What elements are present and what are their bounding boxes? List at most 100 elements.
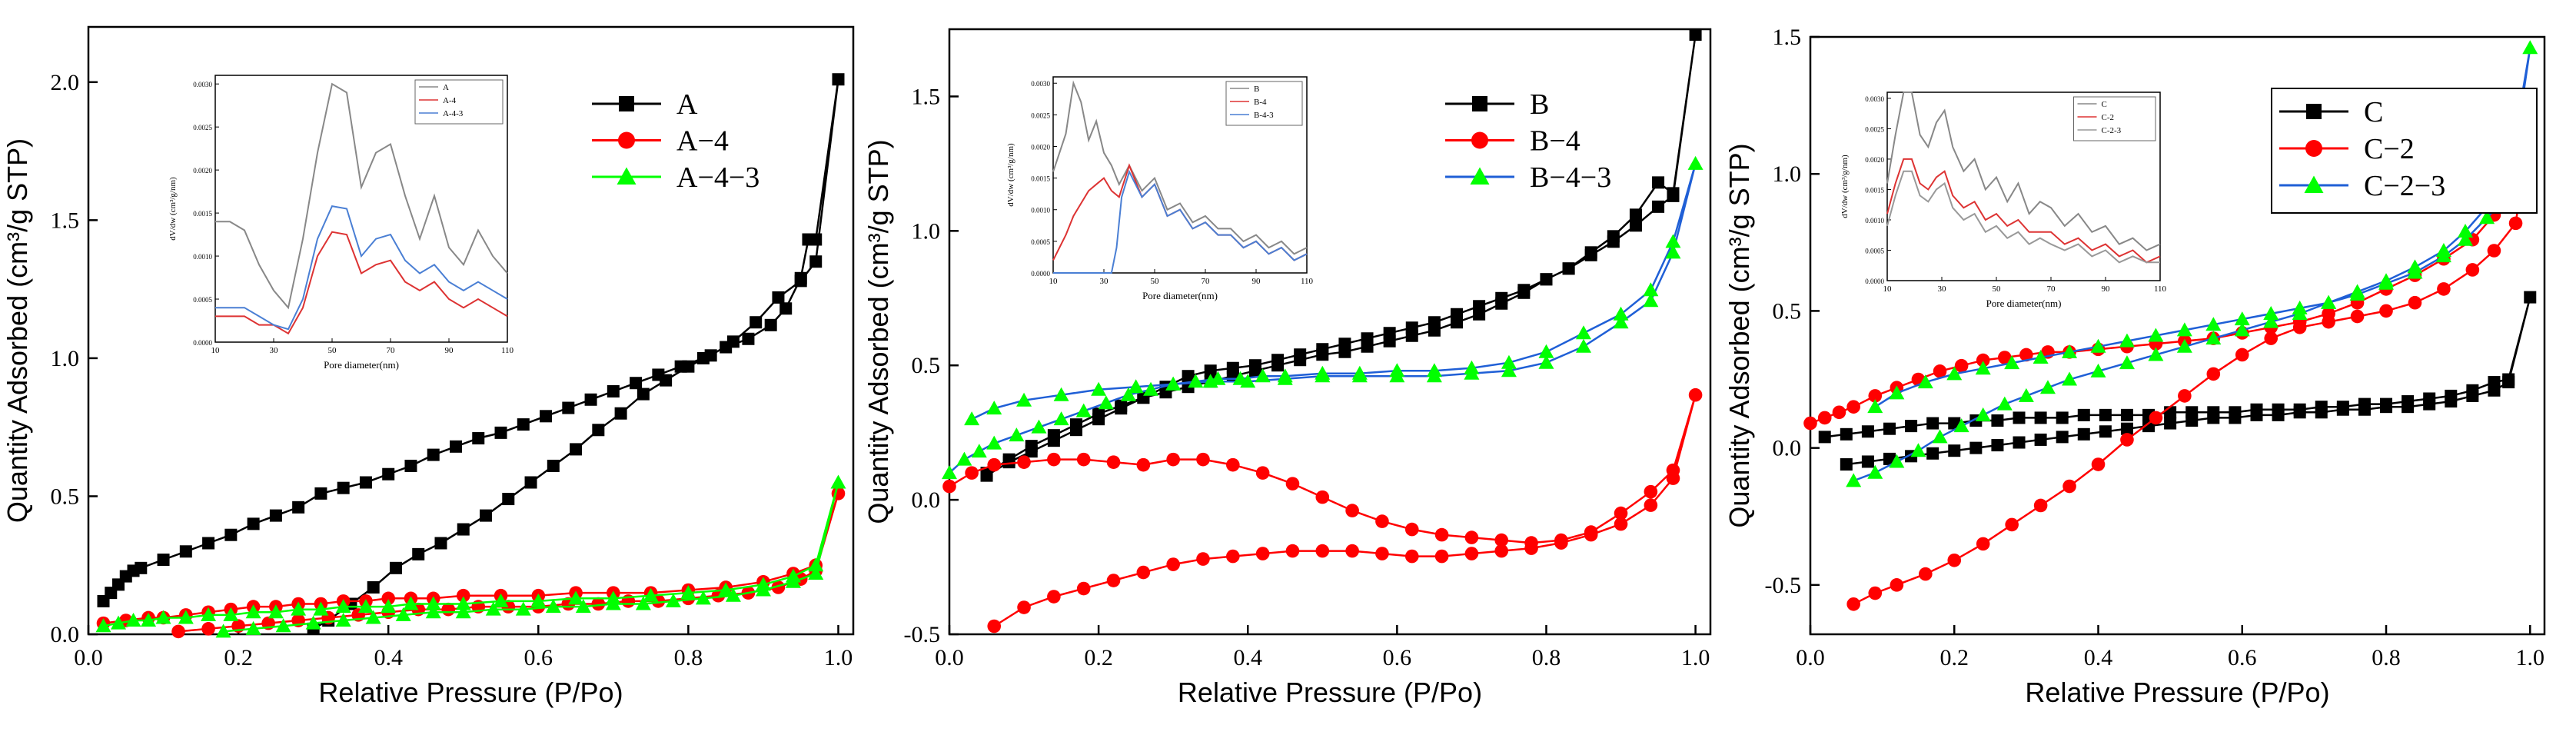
inset-y-tick-label: 0.0030 <box>1031 80 1050 88</box>
data-point <box>635 596 651 610</box>
data-point <box>2077 427 2090 441</box>
data-point <box>1889 454 1905 468</box>
data-point <box>755 582 771 597</box>
data-point <box>1883 422 1896 435</box>
data-point <box>2465 263 2480 277</box>
x-tick-label: 0.8 <box>1532 645 1561 670</box>
data-point <box>2148 347 2164 361</box>
data-point <box>1285 477 1300 491</box>
data-point <box>1613 314 1629 329</box>
data-point <box>1106 574 1121 587</box>
data-point <box>1120 387 1136 401</box>
data-point <box>785 574 801 588</box>
y-tick-label: 1.0 <box>1773 161 1802 187</box>
data-point <box>1997 351 2012 364</box>
data-point <box>1614 517 1628 531</box>
data-point <box>1652 176 1665 189</box>
data-point <box>1846 473 1862 487</box>
data-point <box>1351 368 1368 383</box>
data-point <box>1652 200 1665 213</box>
data-point <box>1165 376 1182 391</box>
data-point <box>2401 401 2415 414</box>
data-point <box>1926 447 1939 460</box>
data-point <box>2091 457 2106 471</box>
data-point <box>1271 359 1285 372</box>
data-point <box>1861 455 1874 468</box>
data-point <box>1248 364 1261 377</box>
data-point <box>2005 517 2019 532</box>
data-point <box>517 418 530 431</box>
inset-x-tick-label: 90 <box>1252 277 1261 286</box>
data-point <box>1428 324 1441 337</box>
data-point <box>1070 418 1082 431</box>
data-point <box>141 613 157 627</box>
data-point <box>1953 418 1969 433</box>
legend-label: C−2−3 <box>2364 170 2445 202</box>
data-point <box>2034 433 2047 446</box>
inset-series-line-B <box>1052 80 1308 255</box>
data-point <box>1434 549 1449 564</box>
inset-x-tick-label: 30 <box>1938 284 1947 294</box>
legend: B B−4B−4−3 <box>1445 88 1611 194</box>
data-point <box>2315 406 2328 419</box>
data-point <box>1976 537 1990 551</box>
data-point <box>1226 457 1240 472</box>
data-point <box>449 440 462 453</box>
data-point <box>2379 304 2393 318</box>
y-axis-label: Quantity Adsorbed (cm³/g STP) <box>1723 143 1755 527</box>
data-point <box>971 444 987 458</box>
data-point <box>1613 306 1629 321</box>
data-point <box>630 377 643 390</box>
data-point <box>2062 371 2078 386</box>
data-point <box>1890 578 1904 592</box>
data-point <box>2321 294 2337 309</box>
data-point <box>494 426 507 439</box>
y-tick-label: 0.0 <box>912 487 941 513</box>
data-point <box>524 476 537 489</box>
data-point <box>742 332 755 345</box>
x-tick-label: 1.0 <box>1681 645 1710 670</box>
data-point <box>1926 417 1939 430</box>
inset-x-tick-label: 30 <box>270 346 279 355</box>
data-point <box>1991 414 2004 427</box>
data-point <box>178 610 194 624</box>
data-point <box>171 624 185 639</box>
x-axis-label: Relative Pressure (P/Po) <box>2025 677 2329 708</box>
data-point <box>1098 395 1114 410</box>
data-point <box>1818 431 1831 444</box>
data-point <box>2206 367 2221 381</box>
data-point <box>1975 361 1991 375</box>
inset-y-tick-label: 0.0005 <box>1031 238 1050 246</box>
data-point <box>314 487 327 500</box>
inset-y-tick-label: 0.0020 <box>193 167 212 175</box>
data-point <box>367 580 380 594</box>
x-tick-label: 1.0 <box>2516 645 2545 670</box>
data-point <box>1345 544 1359 558</box>
data-point <box>794 274 807 288</box>
inset-x-tick-label: 50 <box>328 346 337 355</box>
inset-y-tick-label: 0.0030 <box>1865 95 1884 103</box>
data-point <box>135 561 148 574</box>
inset-y-tick-label: 0.0000 <box>1031 270 1050 278</box>
x-tick-label: 0.8 <box>2372 645 2401 670</box>
data-point <box>1905 420 1918 433</box>
data-point <box>1607 235 1620 248</box>
data-point <box>427 448 440 461</box>
data-point <box>605 596 621 610</box>
data-point <box>1451 316 1463 329</box>
x-tick-label: 1.0 <box>824 645 853 670</box>
data-point <box>1017 455 1031 469</box>
data-point <box>291 601 307 616</box>
legend-marker <box>2306 104 2322 119</box>
series-line <box>949 163 1697 474</box>
data-point <box>1629 219 1642 232</box>
data-point <box>1047 429 1060 442</box>
data-point <box>493 593 509 607</box>
data-point <box>224 528 238 541</box>
y-tick-label: 0.5 <box>51 484 80 509</box>
data-point <box>455 596 471 610</box>
data-point <box>809 255 823 268</box>
inset-legend-label: B-4 <box>1254 98 1267 107</box>
data-point <box>1345 504 1359 517</box>
x-tick-label: 0.2 <box>1084 645 1113 670</box>
